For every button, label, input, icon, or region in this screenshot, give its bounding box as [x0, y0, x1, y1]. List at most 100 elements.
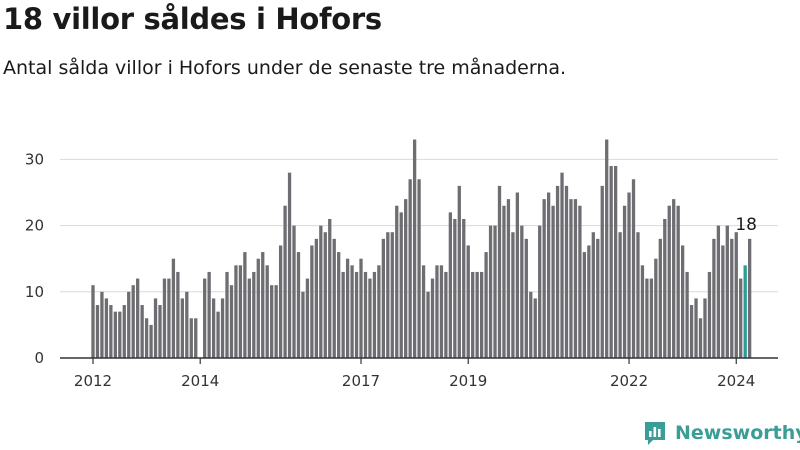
bar: [310, 245, 314, 358]
bar: [435, 265, 439, 358]
bar: [359, 258, 363, 358]
bar: [381, 238, 385, 358]
bar: [587, 245, 591, 358]
bar: [162, 278, 167, 358]
bar: [739, 278, 743, 358]
bar: [341, 271, 345, 358]
bar: [153, 298, 158, 358]
bar: [613, 166, 618, 358]
bar: [314, 238, 318, 358]
bar: [354, 271, 359, 358]
chart-subtitle: Antal sålda villor i Hofors under de sen…: [3, 57, 567, 79]
bar: [506, 199, 511, 358]
x-tick-label: 2017: [342, 372, 380, 390]
bar: [319, 225, 323, 358]
bar: [140, 305, 144, 358]
bar: [707, 271, 712, 358]
y-tick-label: 0: [34, 349, 44, 367]
bar: [136, 278, 140, 358]
bar: [332, 238, 336, 358]
bar: [721, 245, 725, 358]
bar: [131, 285, 135, 358]
bar: [328, 218, 332, 358]
bar: [256, 258, 260, 358]
bar: [555, 185, 560, 358]
chart-title: 18 villor såldes i Hofors: [3, 2, 382, 36]
bar: [252, 271, 256, 358]
bar: [337, 252, 341, 358]
bar: [667, 205, 671, 358]
brand-logo: Newsworthy: [643, 420, 800, 446]
bar: [520, 225, 524, 358]
highlight-bar: [743, 265, 747, 358]
bar: [511, 232, 515, 358]
bar: [185, 291, 189, 358]
bar: [363, 271, 368, 358]
bar: [600, 185, 604, 358]
bar: [725, 225, 729, 358]
bar: [301, 291, 305, 358]
bar: [412, 139, 417, 358]
bar: [444, 271, 448, 358]
bar: [591, 232, 595, 358]
bar: [529, 291, 533, 358]
bar: [712, 238, 716, 358]
bar: [466, 245, 470, 358]
bar: [122, 305, 126, 358]
bar: [238, 265, 243, 358]
bar: [207, 271, 211, 358]
bar: [229, 285, 234, 358]
bar: [609, 166, 613, 358]
bar: [144, 318, 149, 358]
bar: [305, 278, 310, 358]
bar: [546, 192, 551, 358]
bar: [471, 271, 475, 358]
bar: [109, 305, 113, 358]
bar: [430, 278, 435, 358]
bar: [448, 212, 453, 358]
bar: [95, 305, 100, 358]
y-tick-label: 30: [25, 150, 44, 168]
bar: [573, 199, 578, 358]
bar: [220, 298, 225, 358]
bar: [578, 205, 582, 358]
bar: [596, 238, 600, 358]
bar: [265, 265, 269, 358]
bar: [278, 245, 283, 358]
bar: [488, 225, 493, 358]
bar: [194, 318, 198, 358]
bar: [283, 205, 287, 358]
bar: [645, 278, 649, 358]
bar: [439, 265, 444, 358]
y-tick-label: 10: [25, 283, 44, 301]
bar: [408, 179, 412, 358]
bar: [560, 172, 564, 358]
bar: [225, 271, 229, 358]
bar: [390, 232, 394, 358]
y-tick-label: 20: [25, 217, 44, 235]
bar: [323, 232, 327, 358]
newsworthy-logo-icon: [645, 422, 665, 445]
bar: [524, 238, 528, 358]
bar: [497, 185, 502, 358]
bar: [149, 324, 153, 358]
bar: [515, 192, 520, 358]
bar: [395, 205, 399, 358]
bar: [734, 232, 738, 358]
bar: [127, 291, 131, 358]
bar: [426, 291, 430, 358]
axes: [60, 357, 778, 364]
bar: [703, 298, 707, 358]
bar: [211, 298, 216, 358]
bar: [167, 278, 171, 358]
bar: [176, 271, 180, 358]
bar: [748, 238, 752, 358]
bar: [287, 172, 292, 358]
x-tick-label: 2022: [610, 372, 648, 390]
bar: [533, 298, 537, 358]
bar: [216, 311, 220, 358]
bar: [462, 218, 466, 358]
bar: [502, 205, 506, 358]
bar: [475, 271, 479, 358]
bar: [640, 265, 645, 358]
